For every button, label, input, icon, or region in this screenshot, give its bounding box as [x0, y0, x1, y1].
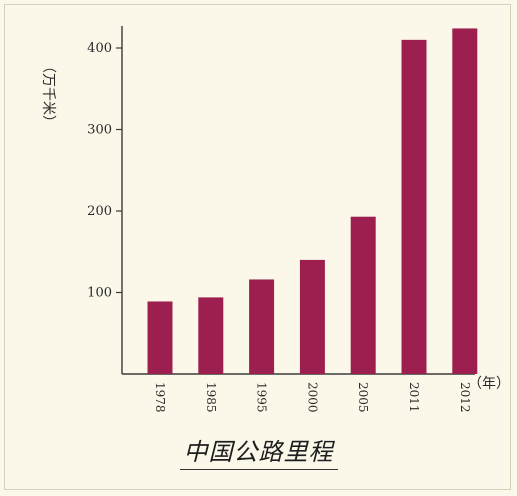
x-axis: 1978 1985 1995 2000 2005 2011 2012 [122, 373, 475, 413]
y-axis: 100 200 300 400 [87, 26, 123, 374]
x-tick-label: 2011 [407, 382, 421, 413]
bar-1995 [249, 279, 275, 374]
y-tick-label: 300 [87, 123, 112, 138]
x-tick-label: 1985 [204, 382, 218, 413]
x-axis-unit-label: （年） [468, 376, 510, 392]
chart-title: 中国公路里程 [179, 438, 338, 470]
x-tick-label: 1978 [153, 382, 167, 413]
bar-2011 [401, 39, 427, 374]
bar-2012 [452, 28, 478, 374]
y-tick-label: 200 [87, 204, 112, 219]
x-tick-label: 1995 [255, 382, 269, 413]
bar-2005 [350, 216, 376, 374]
x-tick-label: 2005 [356, 382, 370, 413]
bar-2000 [299, 259, 325, 374]
bar-1978 [147, 301, 173, 374]
bars [147, 28, 478, 374]
x-tick-label: 2012 [458, 382, 472, 413]
chart-caption: 中国公路里程 [0, 432, 517, 470]
chart-frame [4, 4, 511, 490]
y-tick-label: 100 [87, 286, 112, 301]
y-tick-label: 400 [87, 41, 112, 56]
y-axis-unit-label: （万千米） [40, 59, 56, 129]
bar-1985 [198, 297, 224, 374]
x-tick-label: 2000 [305, 382, 319, 413]
